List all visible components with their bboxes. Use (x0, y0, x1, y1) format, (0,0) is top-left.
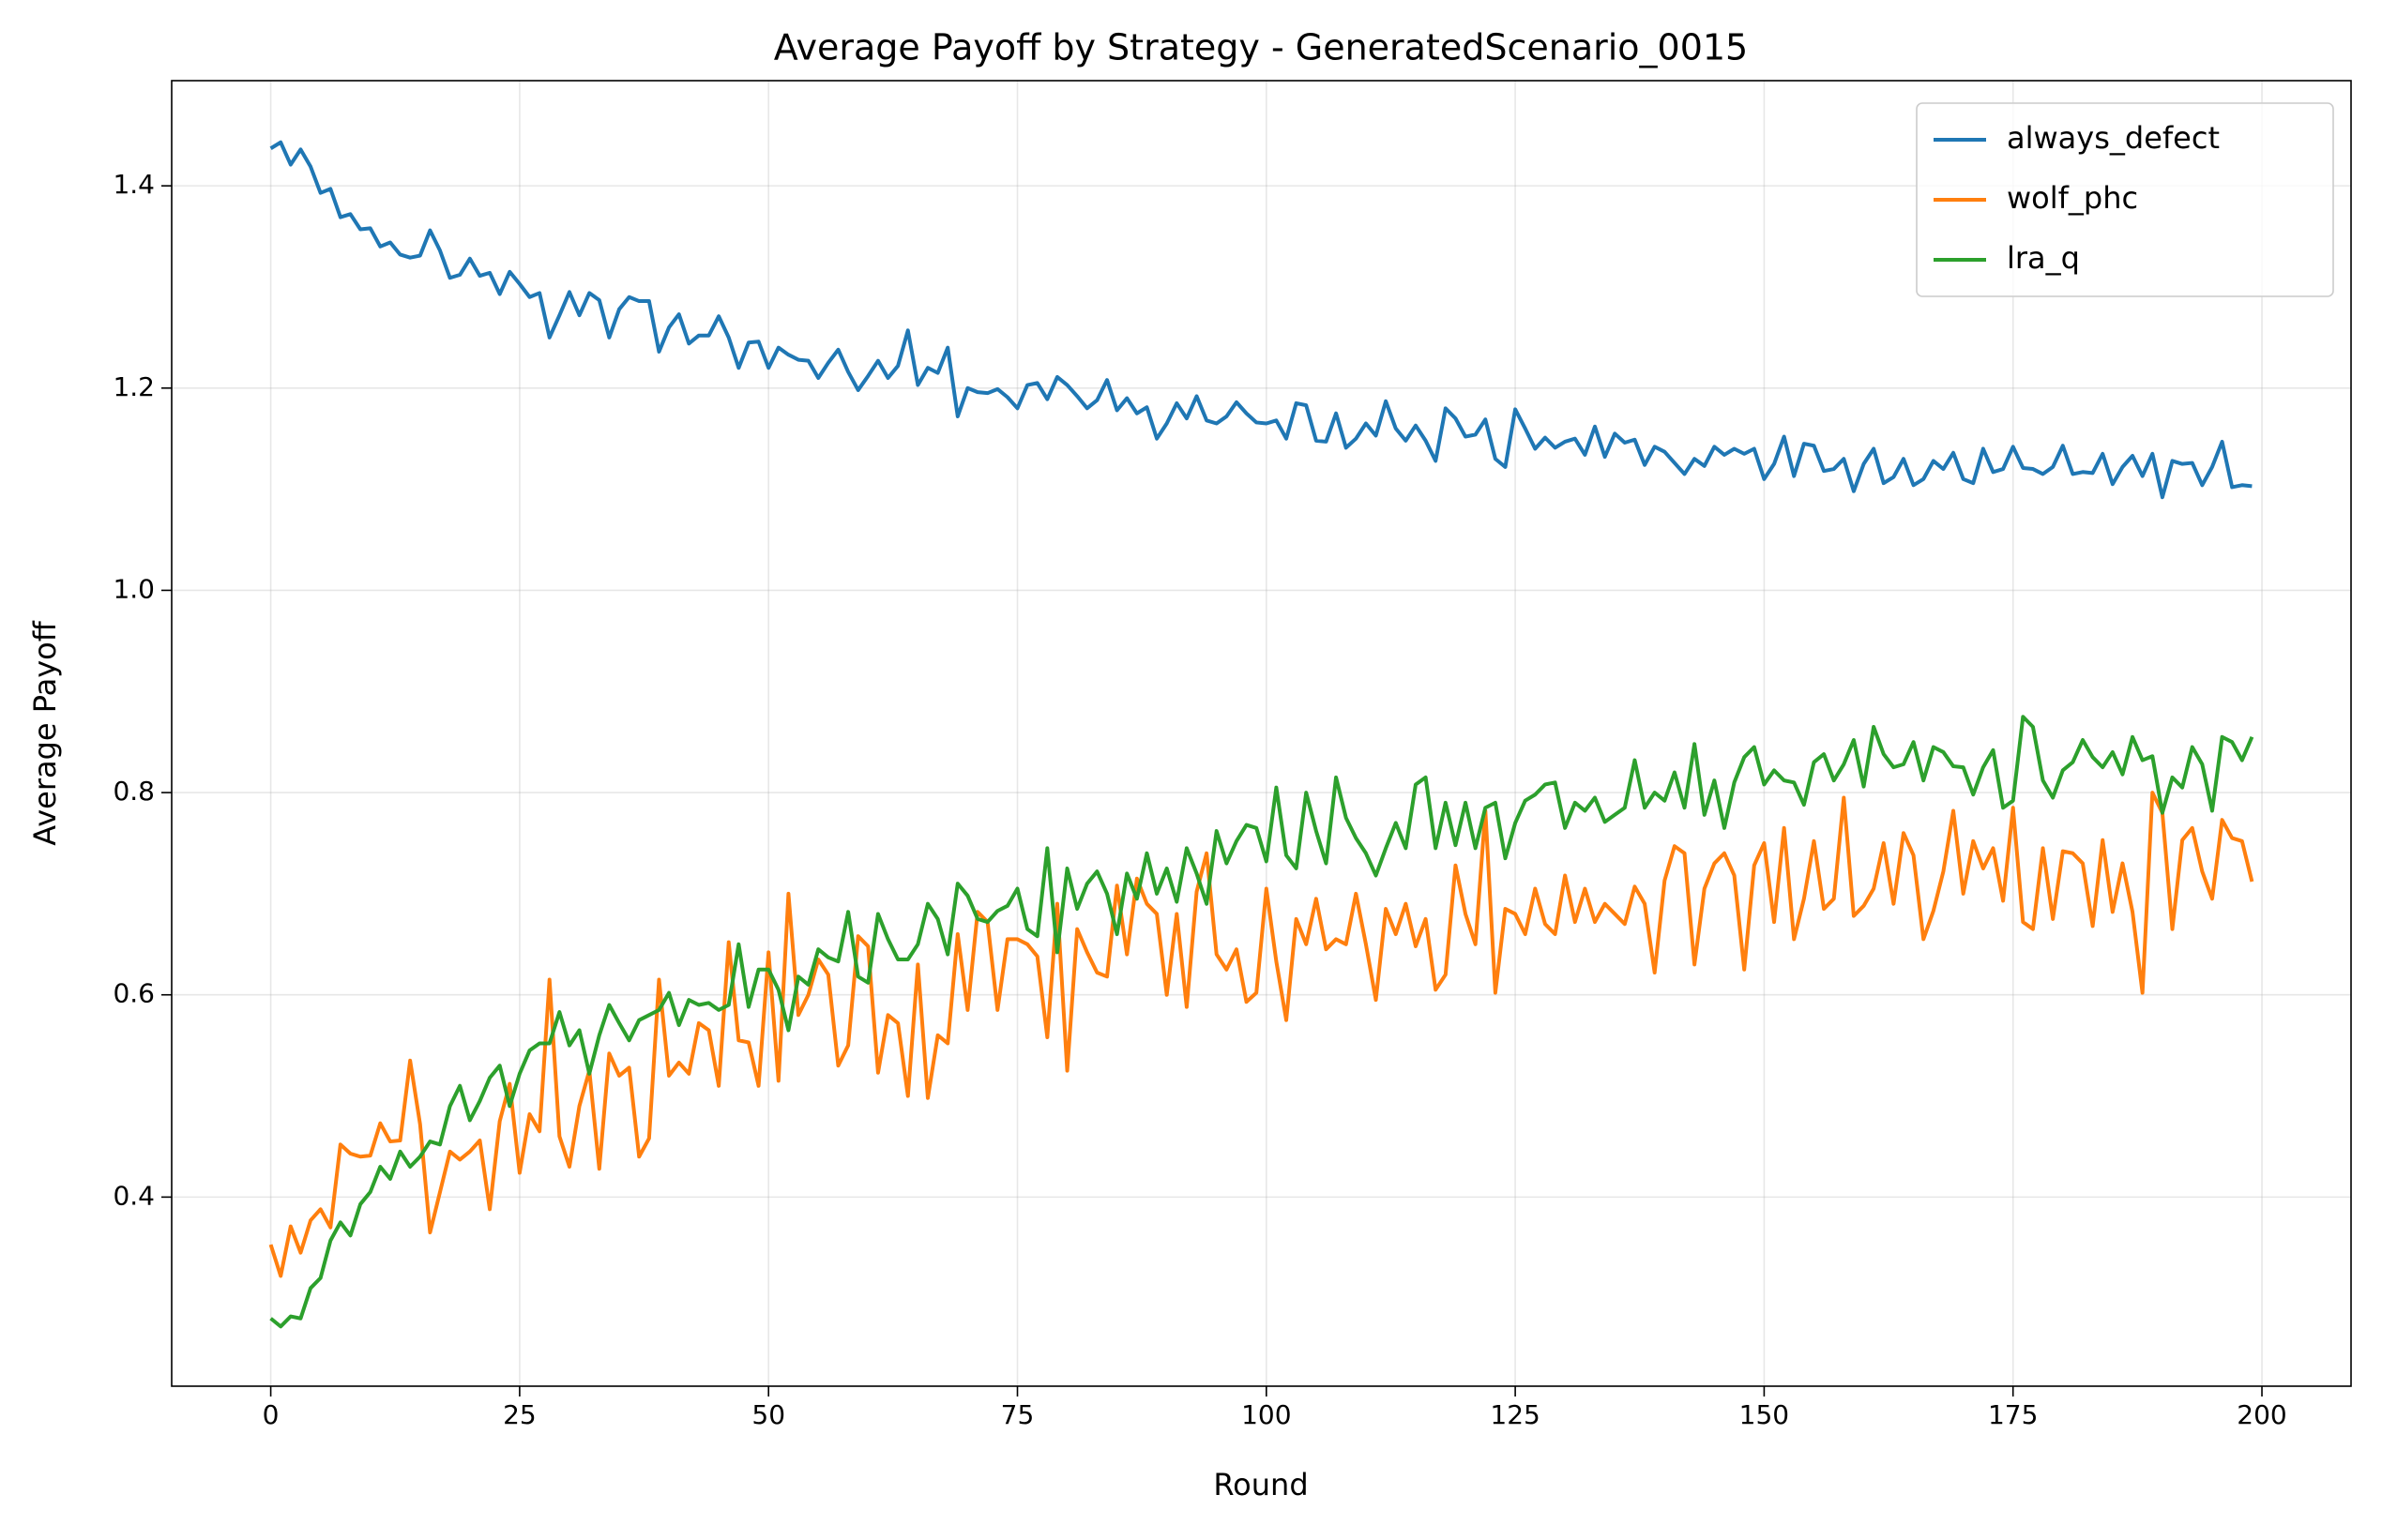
plot-frame (171, 80, 2352, 1387)
x-axis-label: Round (1213, 1467, 1308, 1502)
legend-label: always_defect (2007, 120, 2220, 156)
chart-title: Average Payoff by Strategy - GeneratedSc… (774, 27, 1749, 68)
y-tick-label: 1.4 (113, 169, 155, 200)
y-tick-label: 1.0 (113, 573, 155, 604)
x-tick-label: 0 (263, 1399, 280, 1430)
x-tick-label: 75 (1001, 1399, 1035, 1430)
x-tick-label: 175 (1988, 1399, 2038, 1430)
series-line (269, 715, 2254, 1329)
legend-label: lra_q (2007, 240, 2080, 276)
y-tick-label: 0.4 (113, 1180, 155, 1211)
x-tick-label: 150 (1739, 1399, 1789, 1430)
x-tick-label: 100 (1241, 1399, 1291, 1430)
x-tick-label: 50 (751, 1399, 785, 1430)
legend-box (1916, 102, 2334, 297)
x-tick-label: 200 (2237, 1399, 2286, 1430)
x-tick-label: 125 (1490, 1399, 1540, 1430)
y-axis-label: Average Payoff (27, 620, 63, 846)
series-line (268, 791, 2254, 1278)
y-tick-label: 1.2 (113, 371, 155, 402)
series-line (269, 140, 2253, 500)
y-tick-label: 0.8 (113, 776, 155, 807)
legend-label: wolf_phc (2007, 180, 2138, 216)
x-tick-label: 25 (503, 1399, 537, 1430)
y-tick-label: 0.6 (113, 978, 155, 1009)
